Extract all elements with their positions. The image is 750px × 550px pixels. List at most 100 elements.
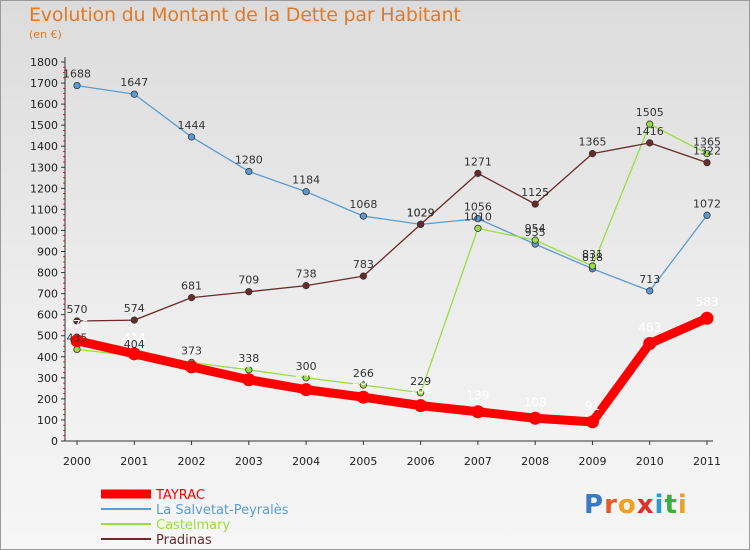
data-point — [588, 262, 597, 270]
x-tick-label: 2008 — [521, 455, 549, 468]
y-tick-label: 1800 — [30, 56, 58, 69]
data-label: 168 — [409, 383, 432, 397]
y-tick-label: 1200 — [30, 182, 58, 195]
data-label: 713 — [639, 273, 660, 286]
y-tick-label: 1600 — [30, 98, 58, 111]
y-tick-label: 600 — [37, 309, 58, 322]
data-point — [302, 282, 310, 290]
data-point — [417, 220, 425, 228]
data-point — [646, 139, 654, 147]
data-label: 291 — [237, 357, 260, 371]
data-label: 338 — [238, 352, 259, 365]
y-tick-label: 1000 — [30, 224, 58, 237]
data-label: 1416 — [636, 125, 664, 138]
data-label: 476 — [66, 318, 89, 332]
data-point — [474, 169, 482, 177]
data-label: 818 — [582, 251, 603, 264]
x-tick-label: 2000 — [63, 455, 91, 468]
brand-letter: x — [636, 490, 655, 520]
data-label: 1072 — [693, 197, 721, 210]
data-point — [528, 411, 542, 425]
data-point — [471, 405, 485, 419]
x-tick-label: 2006 — [407, 455, 435, 468]
x-tick-label: 2005 — [349, 455, 377, 468]
data-point — [242, 373, 256, 387]
series-line — [76, 123, 708, 394]
data-point — [359, 212, 367, 220]
y-tick-label: 1700 — [30, 77, 58, 90]
data-label: 1365 — [693, 136, 721, 149]
data-label: 1029 — [407, 206, 435, 219]
data-label: 266 — [353, 367, 374, 380]
data-point — [356, 390, 370, 404]
data-label: 244 — [295, 367, 318, 381]
chart-subtitle: (en €) — [29, 28, 62, 41]
data-label: 352 — [180, 344, 203, 358]
data-label: 1647 — [120, 76, 148, 89]
legend-label: Pradinas — [156, 533, 212, 548]
brand-letter: i — [677, 490, 688, 520]
data-point — [359, 381, 367, 389]
y-tick-label: 300 — [37, 372, 58, 385]
data-label: 1280 — [235, 153, 263, 166]
legend-label: La Salvetat-Peyralès — [156, 503, 289, 518]
data-point — [73, 317, 81, 325]
data-label: 1056 — [464, 201, 492, 214]
series-line — [76, 142, 708, 322]
data-point — [245, 366, 253, 374]
data-label: 709 — [238, 274, 259, 287]
data-label: 681 — [181, 280, 202, 293]
data-label: 570 — [67, 303, 88, 316]
data-point — [302, 374, 310, 382]
chart-title: Evolution du Montant de la Dette par Hab… — [29, 4, 461, 26]
series-line — [75, 314, 709, 427]
data-label: 1505 — [636, 106, 664, 119]
data-point — [474, 215, 482, 223]
y-tick-label: 1300 — [30, 161, 58, 174]
data-point — [130, 316, 138, 324]
data-label: 108 — [524, 395, 547, 409]
brand-letter: r — [604, 490, 618, 520]
data-label: 1125 — [521, 186, 549, 199]
data-point — [474, 224, 482, 232]
data-point — [302, 188, 310, 196]
data-label: 91 — [585, 399, 600, 413]
x-tick-label: 2003 — [235, 455, 263, 468]
data-label: 1688 — [63, 68, 91, 81]
data-point — [700, 311, 714, 325]
data-point — [299, 383, 313, 397]
data-label: 1068 — [349, 198, 377, 211]
x-tick-label: 2004 — [292, 455, 320, 468]
x-tick-label: 2009 — [578, 455, 606, 468]
data-point — [531, 236, 539, 244]
data-label: 1365 — [578, 136, 606, 149]
data-point — [646, 287, 654, 295]
data-label: 1444 — [178, 119, 206, 132]
data-label: 1271 — [464, 155, 492, 168]
data-point — [73, 81, 81, 90]
data-point — [588, 149, 597, 158]
brand-letter: P — [584, 490, 605, 520]
data-label: 1322 — [693, 145, 721, 158]
y-tick-label: 0 — [51, 435, 58, 448]
legend-label: Castelmary — [156, 518, 230, 533]
legend-label: TAYRAC — [155, 488, 205, 503]
y-tick-label: 200 — [37, 393, 58, 406]
brand-letter: i — [654, 490, 665, 520]
data-point — [703, 211, 711, 219]
data-label: 373 — [181, 344, 202, 357]
data-point — [703, 149, 711, 158]
data-label: 300 — [296, 360, 317, 373]
data-point — [646, 120, 654, 128]
x-tick-label: 2002 — [178, 455, 206, 468]
data-point — [531, 200, 539, 208]
y-tick-label: 700 — [37, 288, 58, 301]
data-point — [585, 415, 599, 429]
data-label: 738 — [296, 268, 317, 281]
data-label: 435 — [67, 331, 88, 344]
brand-letter: o — [617, 490, 637, 520]
data-label: 783 — [353, 258, 374, 271]
data-point — [359, 272, 367, 280]
data-label: 229 — [410, 375, 431, 388]
